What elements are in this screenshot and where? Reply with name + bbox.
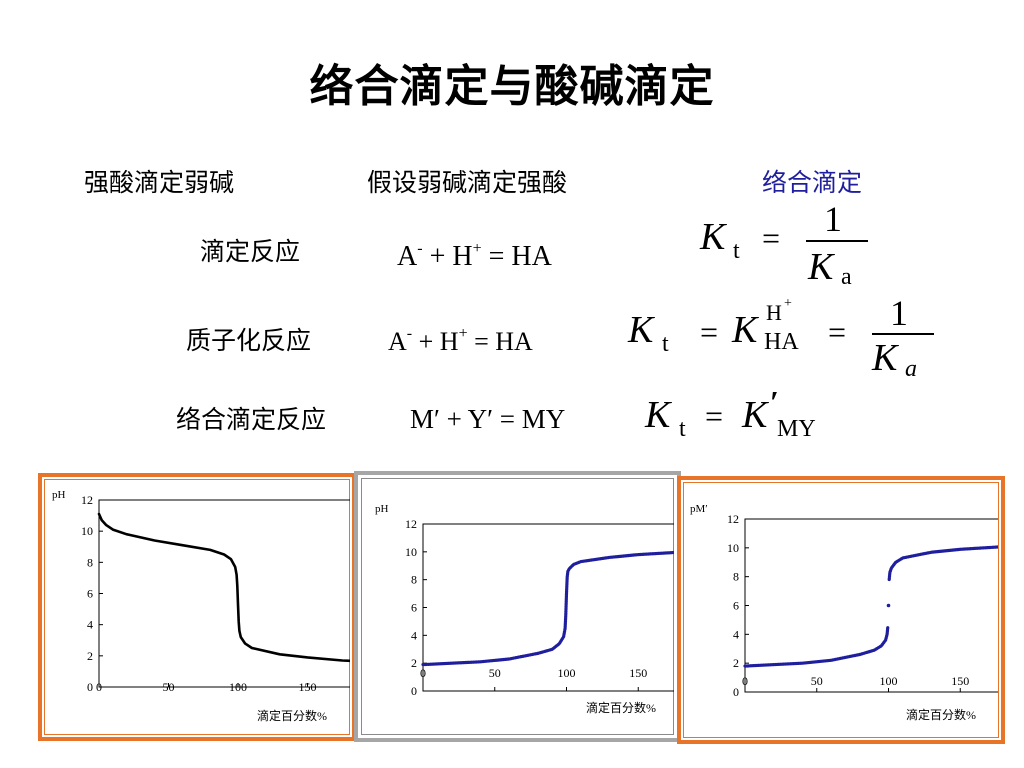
eq-h: H bbox=[439, 327, 459, 356]
y-tick-label: 10 bbox=[727, 541, 739, 555]
y-axis-label: pH bbox=[375, 503, 389, 515]
x-tick-label: 50 bbox=[163, 680, 175, 694]
eq-product: HA bbox=[511, 241, 552, 272]
x-tick-label: 0 bbox=[96, 680, 102, 694]
y-tick-label: 2 bbox=[411, 656, 417, 670]
x-axis-label: 滴定百分数% bbox=[906, 707, 976, 722]
row-label-titration: 滴定反应 bbox=[200, 237, 301, 266]
x-tick-label: 100 bbox=[558, 666, 576, 680]
eq-plus: + bbox=[418, 327, 434, 356]
x-axis-label: 滴定百分数% bbox=[586, 700, 656, 715]
kt-sub-ha: HA bbox=[764, 329, 799, 355]
eq-h-charge: + bbox=[458, 325, 468, 342]
kt-equals: = bbox=[705, 398, 724, 434]
kt-sup-h: H bbox=[766, 300, 782, 325]
x-tick-label: 150 bbox=[299, 680, 317, 694]
eq-product: HA bbox=[495, 327, 533, 356]
kt-den-k: K bbox=[872, 337, 898, 379]
kt-sub: t bbox=[662, 331, 669, 357]
y-tick-label: 12 bbox=[727, 512, 739, 526]
x-tick-label: 0 bbox=[742, 674, 748, 688]
row-label-complex: 络合滴定反应 bbox=[176, 405, 327, 434]
series-line bbox=[887, 545, 998, 582]
y-tick-label: 10 bbox=[405, 545, 417, 559]
y-tick-label: 2 bbox=[87, 649, 93, 663]
eq-h-charge: + bbox=[472, 240, 482, 257]
y-tick-label: 0 bbox=[87, 680, 93, 694]
y-tick-label: 2 bbox=[733, 656, 739, 670]
eq-plus: + bbox=[429, 241, 446, 272]
y-tick-label: 8 bbox=[411, 573, 417, 587]
kt-den-k: K bbox=[808, 246, 834, 288]
kt-sub: t bbox=[679, 416, 686, 442]
kt-den-sub: a bbox=[905, 356, 917, 382]
y-axis-label: pH bbox=[52, 489, 66, 501]
kt-equals: = bbox=[700, 314, 719, 350]
fraction-bar bbox=[872, 333, 934, 335]
eq-equals: = bbox=[474, 327, 489, 356]
header-complexometric: 络合滴定 bbox=[762, 168, 863, 197]
chart-panel-complexometric bbox=[677, 476, 1005, 744]
y-tick-label: 0 bbox=[733, 685, 739, 699]
x-axis-label: 滴定百分数% bbox=[257, 708, 327, 723]
kt-sup-charge: + bbox=[784, 296, 792, 311]
kt-k: K bbox=[628, 309, 654, 351]
x-tick-label: 150 bbox=[629, 666, 647, 680]
eq-equals: = bbox=[488, 241, 505, 272]
x-tick-label: 50 bbox=[489, 666, 501, 680]
x-tick-label: 100 bbox=[229, 680, 247, 694]
header-weak-base-strong-acid: 假设弱碱滴定强酸 bbox=[367, 168, 568, 197]
x-tick-label: 100 bbox=[880, 674, 898, 688]
kt-sub-my: MY bbox=[777, 416, 816, 442]
kt-den-sub: a bbox=[841, 264, 852, 290]
kt-equals2: = bbox=[828, 314, 847, 350]
fraction-bar bbox=[806, 240, 868, 242]
plot-frame bbox=[744, 518, 998, 693]
y-tick-label: 8 bbox=[733, 570, 739, 584]
chart-weak-base-strong-acid: 024681012050100150200pH滴定百分数% bbox=[375, 503, 674, 715]
y-tick-label: 6 bbox=[411, 601, 417, 615]
x-tick-label: 150 bbox=[951, 674, 969, 688]
row-label-protonation: 质子化反应 bbox=[186, 326, 312, 355]
series-line bbox=[743, 625, 890, 668]
series-line bbox=[97, 512, 350, 663]
y-tick-label: 12 bbox=[81, 493, 93, 507]
kt-k2: K bbox=[732, 309, 758, 351]
kt-k: K bbox=[700, 216, 726, 258]
kt-sub: t bbox=[733, 238, 740, 264]
eq-base: A bbox=[388, 327, 407, 356]
y-tick-label: 0 bbox=[411, 684, 417, 698]
kt-prime: ′ bbox=[770, 384, 779, 420]
y-tick-label: 4 bbox=[87, 618, 93, 632]
eq-base: A bbox=[397, 241, 418, 272]
x-tick-label: 50 bbox=[811, 674, 823, 688]
header-strong-acid-weak-base: 强酸滴定弱碱 bbox=[84, 168, 235, 197]
equation-complex: M′ + Y′ = MY bbox=[410, 404, 566, 434]
kt-numerator: 1 bbox=[890, 293, 908, 333]
y-tick-label: 12 bbox=[405, 517, 417, 531]
kt-equals: = bbox=[762, 220, 781, 256]
data-point bbox=[886, 603, 891, 608]
chart-strong-acid-weak-base: 024681012050100150200pH滴定百分数% bbox=[52, 489, 350, 723]
y-tick-label: 4 bbox=[411, 628, 417, 642]
kt-k: K bbox=[645, 394, 671, 436]
y-tick-label: 8 bbox=[87, 555, 93, 569]
kt-k2: K bbox=[742, 394, 768, 436]
page-title: 络合滴定与酸碱滴定 bbox=[309, 61, 715, 112]
equation-titration: A- + H+ = HA bbox=[397, 240, 552, 273]
y-tick-label: 6 bbox=[733, 599, 739, 613]
kt-numerator: 1 bbox=[824, 199, 842, 239]
series-line bbox=[421, 550, 674, 667]
equation-protonation: A- + H+ = HA bbox=[388, 325, 533, 357]
y-tick-label: 10 bbox=[81, 524, 93, 538]
eq-h: H bbox=[452, 241, 473, 272]
y-tick-label: 6 bbox=[87, 587, 93, 601]
chart-complexometric: 024681012050100150200pM′滴定百分数% bbox=[690, 503, 998, 722]
y-tick-label: 4 bbox=[733, 627, 739, 641]
eq-base-charge: - bbox=[417, 240, 423, 257]
eq-base-charge: - bbox=[406, 325, 413, 342]
x-tick-label: 0 bbox=[420, 666, 426, 680]
y-axis-label: pM′ bbox=[690, 503, 708, 515]
